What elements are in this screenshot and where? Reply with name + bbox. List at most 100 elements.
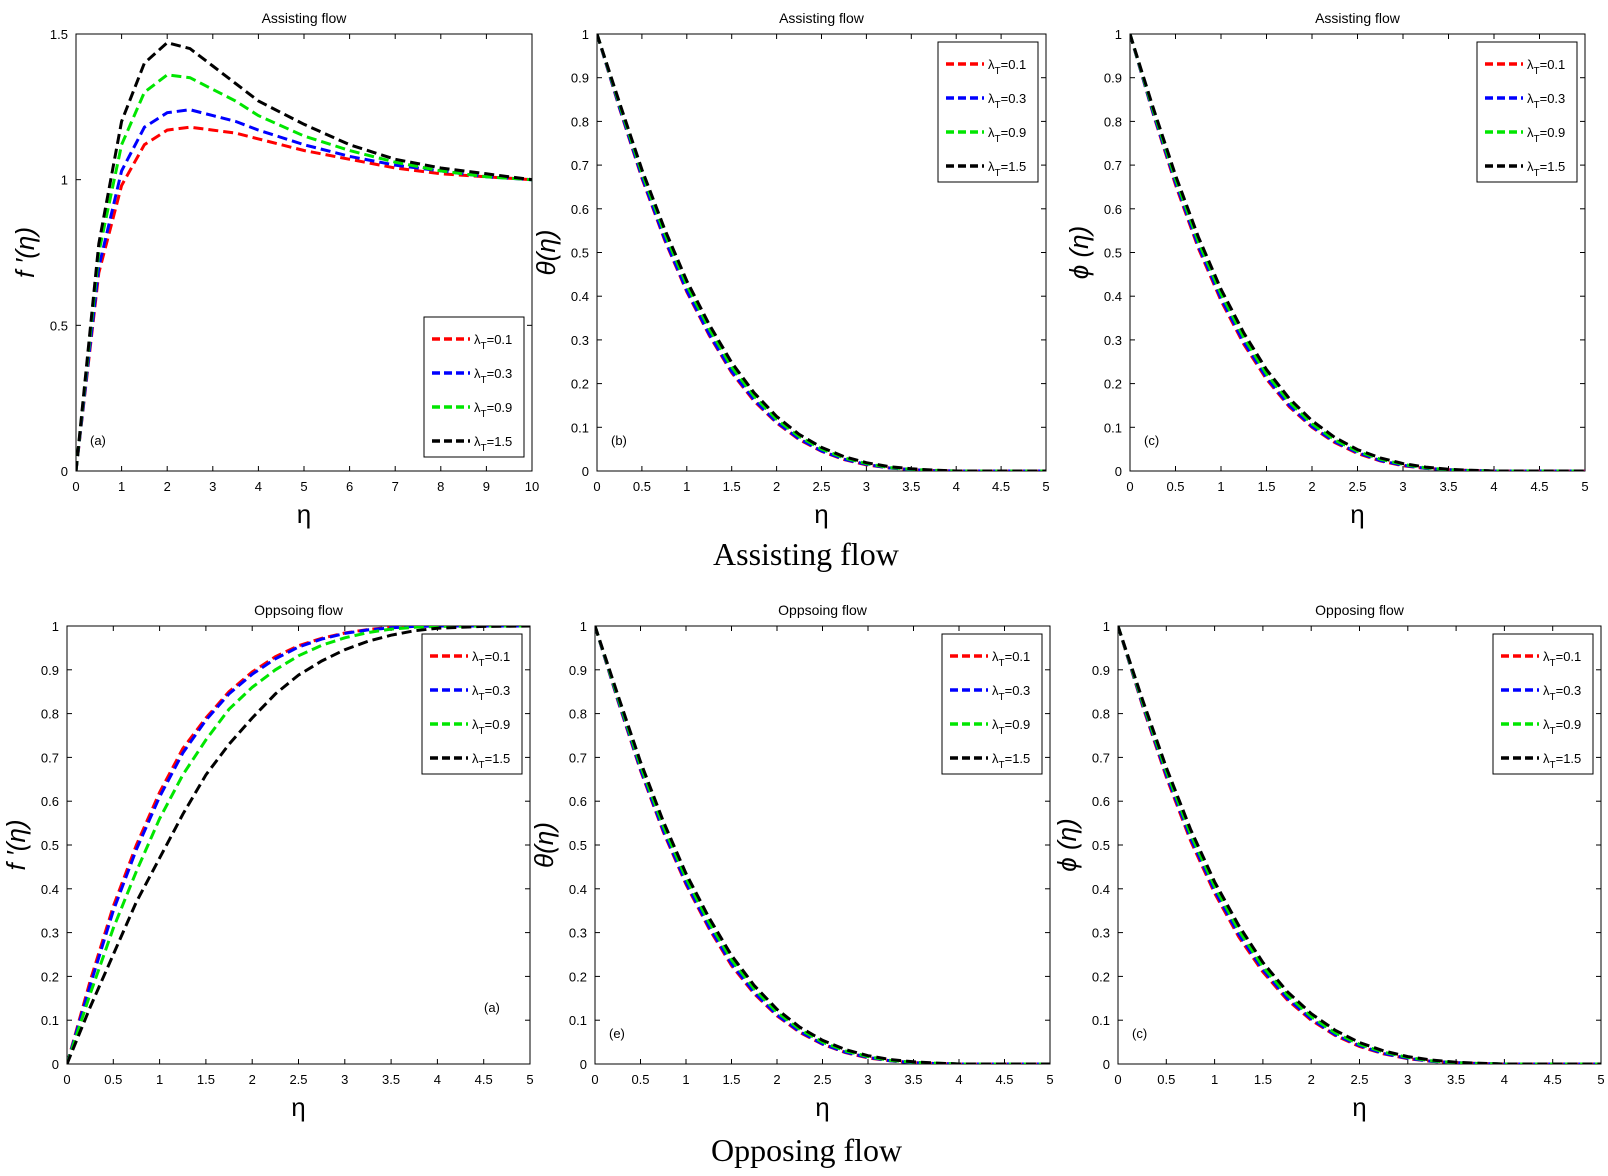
y-axis-label: ϕ (η) <box>1064 226 1094 279</box>
x-tick-label: 0 <box>1114 1072 1121 1087</box>
x-tick-label: 1 <box>156 1072 163 1087</box>
series-line-3 <box>67 626 530 1064</box>
x-tick-label: 7 <box>392 479 399 494</box>
x-tick-label: 2.5 <box>813 1072 831 1087</box>
x-tick-label: 4 <box>1490 479 1497 494</box>
y-tick-label: 0.4 <box>41 882 59 897</box>
x-tick-label: 0 <box>1126 479 1133 494</box>
panel-label: (a) <box>90 433 106 448</box>
x-tick-label: 3.5 <box>382 1072 400 1087</box>
y-tick-label: 0.4 <box>1092 882 1110 897</box>
x-tick-label: 4 <box>1501 1072 1508 1087</box>
y-tick-label: 0.8 <box>569 707 587 722</box>
x-tick-label: 1 <box>682 1072 689 1087</box>
x-tick-label: 8 <box>437 479 444 494</box>
x-tick-label: 4 <box>955 1072 962 1087</box>
y-axis-label: f ′(η) <box>1 819 31 870</box>
y-tick-label: 0.5 <box>571 246 589 261</box>
x-axis-label: η <box>1352 1092 1366 1122</box>
y-tick-label: 1 <box>1115 27 1122 42</box>
x-tick-label: 1 <box>118 479 125 494</box>
y-tick-label: 0.7 <box>1092 750 1110 765</box>
legend-label: λT=0.3 <box>1543 683 1581 703</box>
legend-label: λT=0.9 <box>1527 125 1565 145</box>
x-tick-label: 3 <box>863 479 870 494</box>
x-tick-label: 5 <box>1046 1072 1053 1087</box>
x-tick-label: 9 <box>483 479 490 494</box>
y-tick-label: 0.6 <box>1104 202 1122 217</box>
y-axis-label: f ′(η) <box>10 227 40 278</box>
x-tick-label: 3.5 <box>1439 479 1457 494</box>
legend-label: λT=1.5 <box>1527 159 1565 179</box>
x-tick-label: 0.5 <box>104 1072 122 1087</box>
x-tick-label: 3 <box>341 1072 348 1087</box>
x-tick-label: 2 <box>1308 479 1315 494</box>
x-tick-label: 2 <box>773 1072 780 1087</box>
y-tick-label: 0.8 <box>1092 707 1110 722</box>
panel-label: (c) <box>1132 1026 1147 1041</box>
legend-box <box>937 41 1039 183</box>
legend-box <box>941 633 1043 775</box>
x-tick-label: 1.5 <box>722 1072 740 1087</box>
x-tick-label: 2 <box>1308 1072 1315 1087</box>
y-tick-label: 0.6 <box>41 794 59 809</box>
y-tick-label: 0.5 <box>569 838 587 853</box>
x-tick-label: 3 <box>209 479 216 494</box>
x-tick-label: 4.5 <box>1530 479 1548 494</box>
series-line-1 <box>67 626 530 1064</box>
legend-box <box>423 316 525 458</box>
x-tick-label: 0 <box>593 479 600 494</box>
y-tick-label: 0.5 <box>41 838 59 853</box>
y-tick-label: 1 <box>1103 619 1110 634</box>
series-line-4 <box>76 41 532 471</box>
y-tick-label: 0.1 <box>41 1013 59 1028</box>
panel-label: (c) <box>1144 433 1159 448</box>
x-axis-label: η <box>815 1092 829 1122</box>
chart-panel-4: Oppsoing flow 0 0.5 1 1.5 2 2.5 3 3.5 4 4.5 5 0 0.1 0.… <box>1 602 534 1122</box>
row-caption-opposing: Opposing flow <box>711 1132 903 1168</box>
y-tick-label: 0.4 <box>1104 289 1122 304</box>
x-tick-label: 1 <box>683 479 690 494</box>
x-tick-label: 5 <box>300 479 307 494</box>
series-line-4 <box>595 626 1050 1064</box>
y-tick-label: 1 <box>580 619 587 634</box>
x-tick-label: 1.5 <box>197 1072 215 1087</box>
legend-label: λT=1.5 <box>1543 751 1581 771</box>
x-tick-label: 5 <box>1042 479 1049 494</box>
series-line-3 <box>76 73 532 471</box>
y-tick-label: 0.8 <box>571 114 589 129</box>
x-tick-label: 2 <box>773 479 780 494</box>
series-line-3 <box>597 34 1046 471</box>
panel-label: (b) <box>611 433 627 448</box>
legend: λT=0.1 λT=0.3 λT=0.9 λT=1.5 <box>421 633 523 775</box>
x-tick-label: 0.5 <box>633 479 651 494</box>
y-tick-label: 1 <box>52 619 59 634</box>
y-tick-label: 0.2 <box>41 969 59 984</box>
x-tick-label: 4.5 <box>995 1072 1013 1087</box>
row-caption-assisting: Assisting flow <box>713 536 899 572</box>
y-tick-label: 1 <box>582 27 589 42</box>
chart-title: Assisting flow <box>262 10 348 26</box>
y-tick-label: 0.2 <box>569 969 587 984</box>
y-tick-label: 0.3 <box>41 926 59 941</box>
y-tick-label: 0 <box>1115 464 1122 479</box>
y-tick-label: 0.6 <box>571 202 589 217</box>
series-line-1 <box>76 125 532 471</box>
x-tick-label: 0 <box>63 1072 70 1087</box>
y-tick-label: 0.3 <box>1104 333 1122 348</box>
legend-label: λT=0.3 <box>988 91 1026 111</box>
y-tick-label: 0.6 <box>1092 794 1110 809</box>
legend-box <box>421 633 523 775</box>
x-tick-label: 0.5 <box>1166 479 1184 494</box>
x-tick-label: 4 <box>255 479 262 494</box>
x-tick-label: 3.5 <box>1447 1072 1465 1087</box>
y-tick-label: 0.2 <box>1092 969 1110 984</box>
y-tick-label: 0.9 <box>1092 663 1110 678</box>
legend: λT=0.1 λT=0.3 λT=0.9 λT=1.5 <box>1492 633 1594 775</box>
y-tick-label: 0.4 <box>571 289 589 304</box>
legend-label: λT=1.5 <box>472 751 510 771</box>
y-tick-label: 0.5 <box>1104 246 1122 261</box>
y-tick-label: 0.9 <box>41 663 59 678</box>
y-tick-label: 0.3 <box>1092 926 1110 941</box>
